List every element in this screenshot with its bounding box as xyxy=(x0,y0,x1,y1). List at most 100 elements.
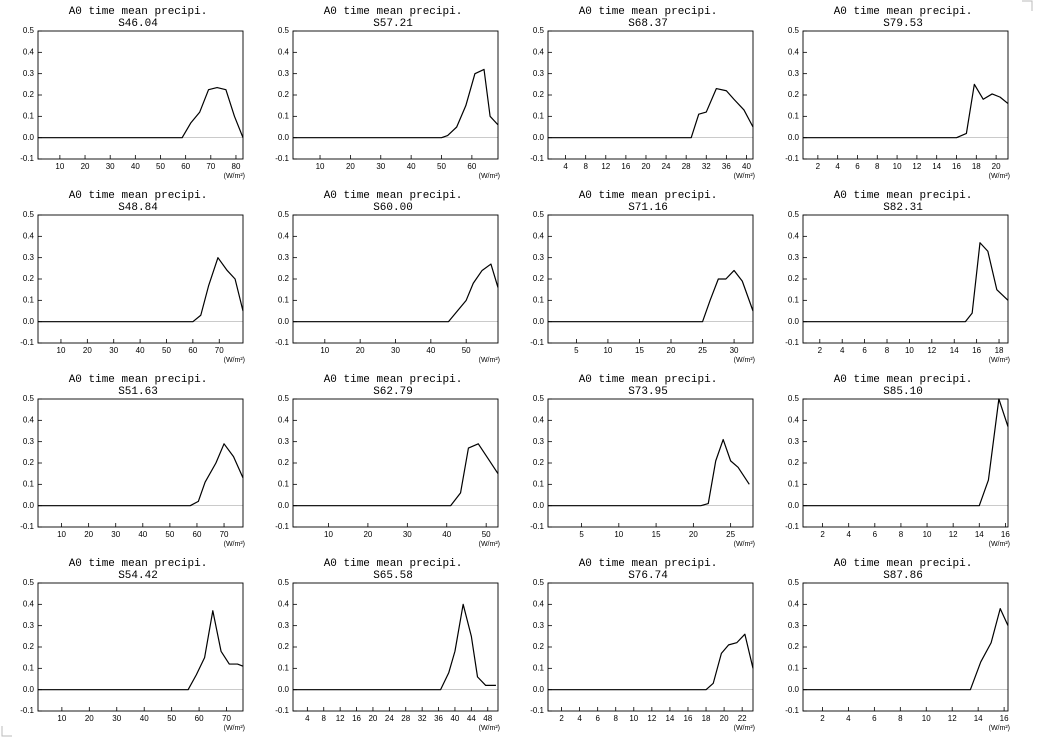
y-tick-label: 0.0 xyxy=(788,685,800,694)
panel-subtitle: S62.79 xyxy=(373,386,413,398)
panel-subtitle: S82.31 xyxy=(883,202,923,214)
x-tick-label: 70 xyxy=(206,162,215,171)
y-tick-label: -0.1 xyxy=(20,338,34,347)
x-tick-label: 20 xyxy=(84,530,93,539)
x-tick-label: 24 xyxy=(662,162,671,171)
x-tick-label: 30 xyxy=(376,162,385,171)
panel-title: A0 time mean precipi. xyxy=(324,558,463,570)
panel-title: A0 time mean precipi. xyxy=(69,190,208,202)
x-tick-label: 20 xyxy=(667,346,676,355)
x-tick-label: 8 xyxy=(885,346,890,355)
panel-title: A0 time mean precipi. xyxy=(579,6,718,18)
y-tick-label: 0.1 xyxy=(533,111,545,120)
y-tick-label: 0.4 xyxy=(533,47,545,56)
x-tick-label: 14 xyxy=(932,162,941,171)
y-tick-label: -0.1 xyxy=(530,706,544,715)
panel-subtitle: S48.84 xyxy=(118,202,158,214)
y-tick-label: 0.4 xyxy=(788,415,800,424)
x-axis-label: (W/m²) xyxy=(479,541,500,548)
x-axis-label: (W/m²) xyxy=(734,173,755,180)
y-tick-label: 0.5 xyxy=(278,578,290,587)
y-tick-label: -0.1 xyxy=(275,154,289,163)
panel-title: A0 time mean precipi. xyxy=(834,374,973,386)
x-tick-label: 16 xyxy=(352,714,361,723)
panel-subtitle: S76.74 xyxy=(628,570,668,582)
plot-frame xyxy=(292,398,499,528)
x-tick-label: 40 xyxy=(131,162,140,171)
x-tick-label: 30 xyxy=(403,530,412,539)
panel-subtitle: S51.63 xyxy=(118,386,158,398)
x-tick-label: 6 xyxy=(873,530,878,539)
y-tick-label: 0.5 xyxy=(788,210,800,219)
y-tick-label: -0.1 xyxy=(530,154,544,163)
x-tick-label: 32 xyxy=(702,162,711,171)
panel-title: A0 time mean precipi. xyxy=(579,558,718,570)
x-axis-label: (W/m²) xyxy=(224,173,245,180)
y-tick-label: 0.0 xyxy=(23,317,35,326)
y-tick-label: -0.1 xyxy=(785,706,799,715)
data-line xyxy=(293,443,499,507)
y-tick-label: 0.4 xyxy=(533,415,545,424)
panel-subtitle: S65.58 xyxy=(373,570,413,582)
data-line xyxy=(548,633,754,691)
x-tick-label: 4 xyxy=(577,714,582,723)
plot-frame xyxy=(37,398,244,528)
x-tick-label: 8 xyxy=(875,162,880,171)
x-tick-label: 6 xyxy=(595,714,600,723)
y-tick-label: -0.1 xyxy=(275,706,289,715)
x-axis-label: (W/m²) xyxy=(989,725,1010,732)
data-line xyxy=(293,263,499,323)
y-tick-label: 0.0 xyxy=(788,501,800,510)
y-tick-label: 0.5 xyxy=(533,26,545,35)
panel-subtitle: S57.21 xyxy=(373,18,413,30)
x-tick-label: 40 xyxy=(136,346,145,355)
x-tick-label: 70 xyxy=(220,530,229,539)
x-axis-label: (W/m²) xyxy=(224,725,245,732)
y-tick-label: -0.1 xyxy=(530,522,544,531)
y-tick-label: 0.1 xyxy=(23,111,35,120)
y-tick-label: -0.1 xyxy=(20,154,34,163)
y-tick-label: 0.1 xyxy=(533,663,545,672)
y-tick-label: 0.5 xyxy=(788,26,800,35)
plot-frame xyxy=(292,582,499,712)
x-tick-label: 6 xyxy=(862,346,867,355)
x-tick-label: 10 xyxy=(603,346,612,355)
y-tick-label: 0.4 xyxy=(788,231,800,240)
x-tick-label: 18 xyxy=(972,162,981,171)
y-tick-label: 0.2 xyxy=(278,90,290,99)
y-tick-label: 0.2 xyxy=(533,642,545,651)
y-tick-label: 0.4 xyxy=(23,47,35,56)
y-tick-label: 0.4 xyxy=(278,599,290,608)
x-tick-label: 50 xyxy=(162,346,171,355)
y-tick-label: 0.1 xyxy=(278,663,290,672)
x-axis-label: (W/m²) xyxy=(989,173,1010,180)
x-tick-label: 2 xyxy=(816,162,821,171)
panel-title: A0 time mean precipi. xyxy=(69,558,208,570)
y-tick-label: 0.2 xyxy=(788,90,800,99)
y-tick-label: 0.2 xyxy=(23,642,35,651)
plot-frame xyxy=(547,398,754,528)
y-tick-label: 0.5 xyxy=(23,26,35,35)
x-tick-label: 12 xyxy=(927,346,936,355)
x-axis-label: (W/m²) xyxy=(479,173,500,180)
y-tick-label: 0.3 xyxy=(23,621,35,630)
y-tick-label: 0.3 xyxy=(788,69,800,78)
x-tick-label: 20 xyxy=(720,714,729,723)
x-tick-label: 40 xyxy=(426,346,435,355)
y-tick-label: 0.0 xyxy=(533,685,545,694)
y-tick-label: 0.0 xyxy=(278,133,290,142)
x-tick-label: 50 xyxy=(156,162,165,171)
x-tick-label: 12 xyxy=(647,714,656,723)
plot-frame xyxy=(292,30,499,160)
y-tick-label: 0.5 xyxy=(533,210,545,219)
x-tick-label: 44 xyxy=(467,714,476,723)
panel-title: A0 time mean precipi. xyxy=(834,190,973,202)
y-tick-label: 0.2 xyxy=(278,274,290,283)
x-tick-label: 10 xyxy=(922,714,931,723)
data-line xyxy=(38,443,244,507)
y-tick-label: 0.5 xyxy=(533,578,545,587)
x-tick-label: 16 xyxy=(1001,530,1010,539)
y-tick-label: -0.1 xyxy=(785,522,799,531)
panel-title: A0 time mean precipi. xyxy=(834,558,973,570)
x-tick-label: 25 xyxy=(726,530,735,539)
